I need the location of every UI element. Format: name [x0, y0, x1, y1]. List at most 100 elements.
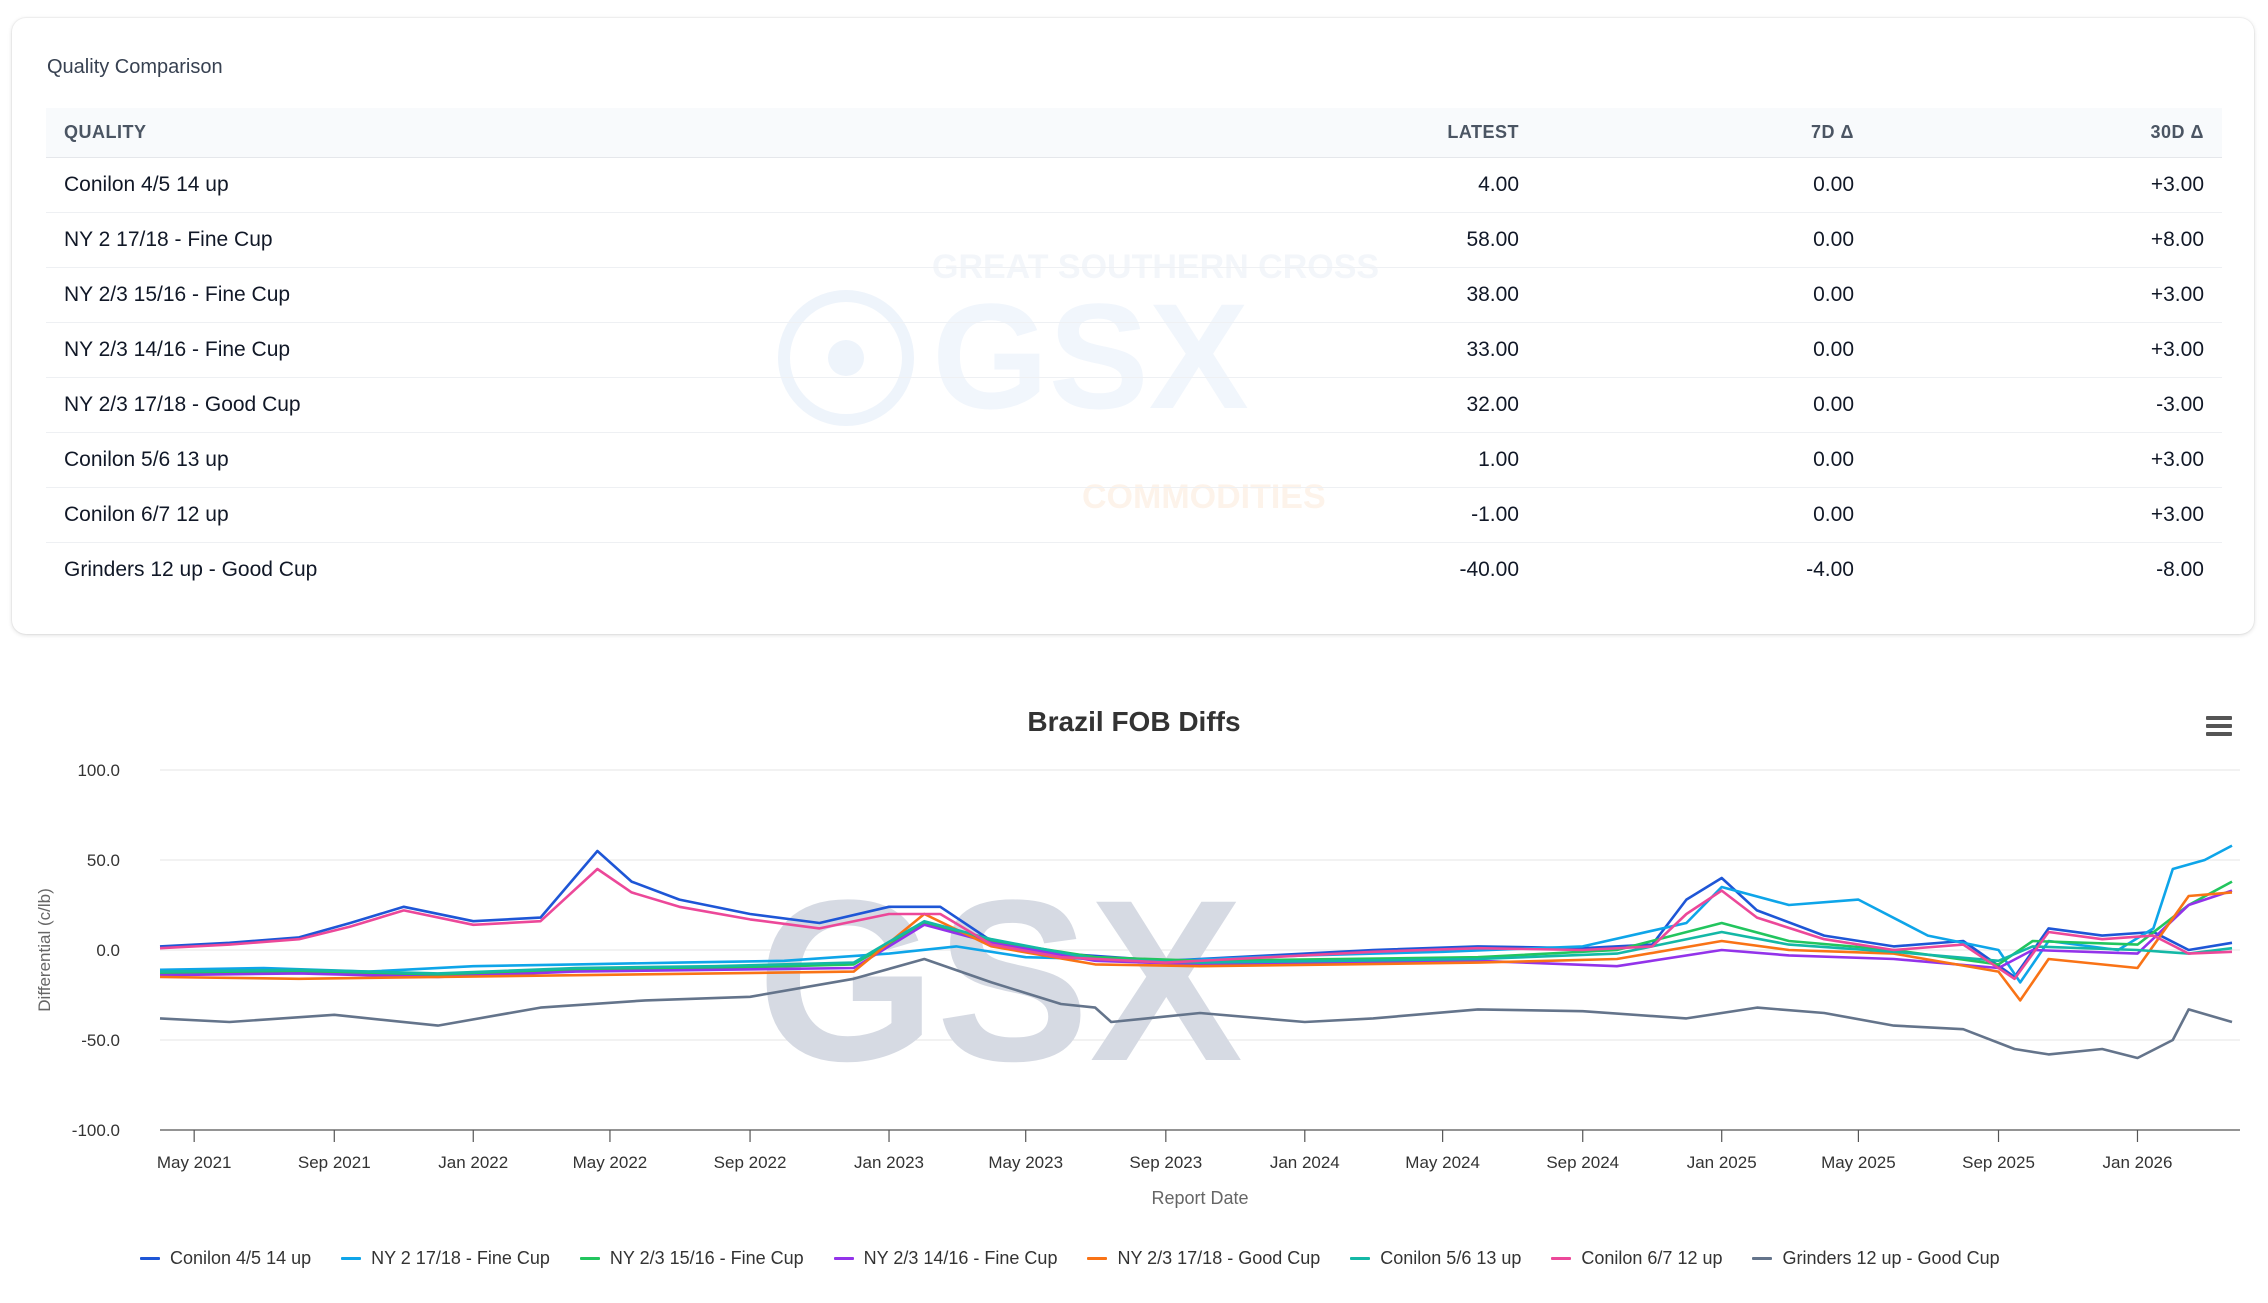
legend-swatch [833, 1256, 854, 1260]
x-tick-label: May 2025 [1821, 1153, 1896, 1172]
delta-7d-cell: 0.00 [1537, 212, 1872, 268]
chart-title: Brazil FOB Diffs [1027, 706, 1241, 737]
delta-30d-cell: +3.00 [1872, 432, 2222, 488]
x-tick-label: Sep 2024 [1546, 1153, 1619, 1172]
legend-label: NY 2 17/18 - Fine Cup [371, 1247, 550, 1268]
legend-label: NY 2/3 15/16 - Fine Cup [609, 1247, 804, 1268]
legend-label: Conilon 4/5 14 up [170, 1247, 312, 1268]
x-tick-label: Sep 2025 [1962, 1153, 2035, 1172]
quality-cell: NY 2/3 15/16 - Fine Cup [46, 267, 1197, 323]
legend-swatch [1752, 1256, 1773, 1260]
legend-label: Conilon 6/7 12 up [1581, 1247, 1723, 1268]
legend-item[interactable]: NY 2/3 14/16 - Fine Cup [833, 1247, 1058, 1269]
legend-swatch [1087, 1256, 1108, 1260]
delta-30d-cell: +3.00 [1872, 322, 2222, 378]
legend-item[interactable]: Conilon 6/7 12 up [1551, 1248, 1722, 1269]
x-tick-label: Sep 2021 [298, 1153, 371, 1172]
quality-cell: NY 2/3 14/16 - Fine Cup [46, 322, 1197, 378]
quality-cell: NY 2/3 17/18 - Good Cup [46, 377, 1197, 433]
y-tick-label: -100.0 [72, 1121, 120, 1140]
col-header-quality[interactable]: QUALITY [46, 108, 1197, 158]
series-line-4 [159, 891, 2233, 1002]
card-title: Quality Comparison [47, 56, 223, 78]
y-tick-label: 100.0 [77, 761, 120, 780]
delta-7d-cell: 0.00 [1537, 157, 1872, 213]
table-row[interactable]: NY 2 17/18 - Fine Cup 58.00 0.00 +8.00 [46, 212, 2222, 268]
x-tick-label: Jan 2026 [2103, 1153, 2173, 1172]
x-tick-label: Sep 2023 [1129, 1153, 1202, 1172]
brazil-fob-diffs-chart: 100.0 50.0 0.0 -50.0 -100.0 GSX May 2021 Sep 20… [35, 761, 2240, 1208]
x-tick-label: May 2023 [988, 1153, 1063, 1172]
delta-30d-cell: -3.00 [1872, 377, 2222, 433]
delta-7d-cell: -4.00 [1806, 557, 1854, 581]
legend-item[interactable]: Grinders 12 up - Good Cup [1752, 1247, 2000, 1269]
quality-cell: Grinders 12 up - Good Cup [64, 557, 318, 581]
legend-swatch [579, 1256, 600, 1260]
legend-label: NY 2/3 14/16 - Fine Cup [863, 1247, 1058, 1268]
quality-table-body: Conilon 4/5 14 up 4.00 0.00 +3.00 NY 2 17/18… [46, 157, 2222, 597]
quality-table: QUALITY LATEST 7D Δ 30D Δ Conilon 4/5 14… [46, 108, 2222, 597]
delta-7d-cell: 0.00 [1537, 267, 1872, 323]
legend-item[interactable]: NY 2 17/18 - Fine Cup [341, 1248, 550, 1269]
table-row[interactable]: Conilon 4/5 14 up 4.00 0.00 +3.00 [46, 157, 2222, 213]
latest-cell: 38.00 [1197, 267, 1537, 323]
legend-item[interactable]: Conilon 4/5 14 up [140, 1248, 311, 1269]
chart-watermark: GSX [757, 852, 1243, 1109]
x-tick-label: Sep 2022 [714, 1153, 787, 1172]
series-line-1 [159, 844, 2233, 984]
legend-label: NY 2/3 17/18 - Good Cup [1117, 1247, 1321, 1268]
latest-cell: 4.00 [1197, 157, 1537, 213]
x-axis-title: Report Date [1151, 1188, 1248, 1208]
quality-cell: Conilon 5/6 13 up [46, 432, 1197, 488]
x-tick-label: Jan 2025 [1687, 1153, 1757, 1172]
quality-cell: Conilon 6/7 12 up [46, 487, 1197, 543]
x-tick-label: Jan 2023 [854, 1153, 924, 1172]
table-row[interactable]: Grinders 12 up - Good Cup -40.00 -4.00 -8.0… [46, 542, 2222, 597]
x-tick-label: Jan 2022 [438, 1153, 508, 1172]
delta-30d-cell: +3.00 [1872, 157, 2222, 213]
table-row[interactable]: Conilon 5/6 13 up 1.00 0.00 +3.00 [46, 432, 2222, 488]
delta-7d-cell: 0.00 [1537, 377, 1872, 433]
series-line-2 [159, 880, 2233, 977]
x-tick-label: May 2021 [157, 1153, 232, 1172]
delta-30d-cell: +3.00 [1872, 267, 2222, 323]
y-tick-label: 50.0 [87, 851, 120, 870]
latest-cell: 1.00 [1197, 432, 1537, 488]
table-row[interactable]: NY 2/3 15/16 - Fine Cup 38.00 0.00 +3.00 [46, 267, 2222, 323]
legend-swatch [341, 1256, 362, 1260]
delta-7d-cell: 0.00 [1537, 322, 1872, 378]
col-header-30d[interactable]: 30D Δ [1872, 108, 2222, 158]
chart-menu-icon[interactable] [2206, 716, 2232, 738]
legend-swatch [140, 1256, 160, 1260]
chart-legend: Conilon 4/5 14 up NY 2 17/18 - Fine Cup NY… [140, 1244, 2000, 1272]
legend-label: Conilon 5/6 13 up [1380, 1247, 1522, 1268]
delta-7d-cell: 0.00 [1537, 487, 1872, 543]
delta-7d-cell: 0.00 [1537, 432, 1872, 488]
y-tick-label: -50.0 [81, 1031, 120, 1050]
latest-cell: -1.00 [1197, 487, 1537, 543]
legend-label: Grinders 12 up - Good Cup [1782, 1247, 2000, 1268]
legend-item[interactable]: Conilon 5/6 13 up [1350, 1248, 1521, 1269]
legend-item[interactable]: NY 2/3 15/16 - Fine Cup [579, 1247, 804, 1269]
table-row[interactable]: Conilon 6/7 12 up -1.00 0.00 +3.00 [46, 487, 2222, 543]
x-tick-label: Jan 2024 [1270, 1153, 1340, 1172]
col-header-latest[interactable]: LATEST [1197, 108, 1537, 158]
table-row[interactable]: NY 2/3 14/16 - Fine Cup 33.00 0.00 +3.00 [46, 322, 2222, 378]
latest-cell: -40.00 [1459, 557, 1519, 581]
legend-swatch [1350, 1256, 1371, 1260]
table-header-row: QUALITY LATEST 7D Δ 30D Δ [46, 108, 2222, 158]
x-tick-label: May 2024 [1405, 1153, 1480, 1172]
delta-30d-cell: +8.00 [1872, 212, 2222, 268]
delta-30d-cell: +3.00 [1872, 487, 2222, 543]
latest-cell: 58.00 [1197, 212, 1537, 268]
quality-comparison-card: Quality Comparison GSX GREAT SOUTHERN CR… [12, 18, 2254, 634]
col-header-7d[interactable]: 7D Δ [1537, 108, 1872, 158]
delta-30d-cell: -8.00 [2156, 557, 2204, 581]
legend-item[interactable]: NY 2/3 17/18 - Good Cup [1087, 1248, 1320, 1269]
quality-cell: NY 2 17/18 - Fine Cup [46, 212, 1197, 268]
quality-cell: Conilon 4/5 14 up [46, 157, 1197, 213]
table-row[interactable]: NY 2/3 17/18 - Good Cup 32.00 0.00 -3.00 [46, 377, 2222, 433]
series-line-5 [159, 919, 2233, 975]
legend-swatch [1551, 1256, 1572, 1260]
series-line-6 [159, 867, 2233, 981]
